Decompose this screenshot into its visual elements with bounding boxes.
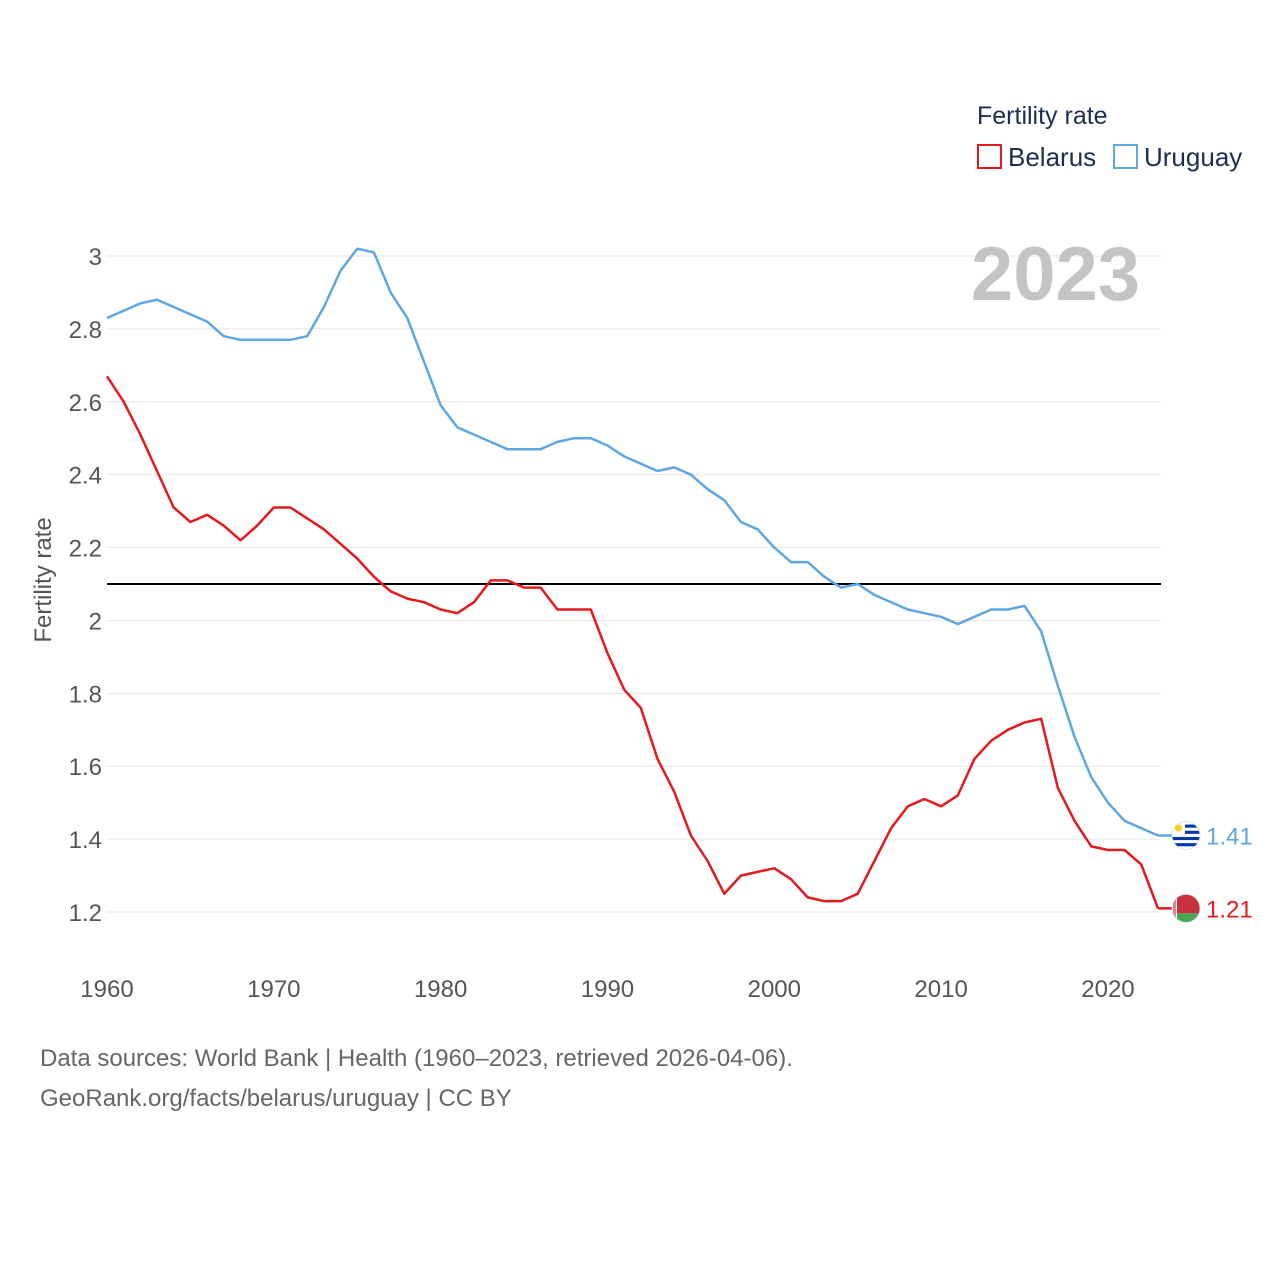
uruguay-flag-icon <box>1171 821 1201 850</box>
series-layer <box>105 247 1160 909</box>
y-tick-label: 2.4 <box>69 463 102 490</box>
x-tick-label: 2010 <box>914 976 967 1003</box>
legend-swatch-belarus <box>977 144 1002 169</box>
data-source-note: Data sources: World Bank | Health (1960–… <box>40 1045 793 1072</box>
y-tick-label: 2 <box>89 608 102 635</box>
year-watermark: 2023 <box>971 232 1140 317</box>
end-value-label-uruguay: 1.41 <box>1206 823 1253 850</box>
x-tick-label: 1960 <box>80 976 133 1003</box>
y-tick-label: 1.8 <box>69 681 102 708</box>
y-tick-label: 2.8 <box>69 317 102 344</box>
x-tick-label: 2020 <box>1081 976 1134 1003</box>
y-axis-label: Fertility rate <box>30 517 57 642</box>
end-value-label-belarus: 1.21 <box>1206 896 1253 923</box>
x-tick-label: 1980 <box>414 976 467 1003</box>
credit-link[interactable]: GeoRank.org/facts/belarus/uruguay | CC B… <box>40 1085 512 1112</box>
legend-item-belarus[interactable]: Belarus <box>977 142 1096 172</box>
y-tick-label: 1.2 <box>69 900 102 927</box>
series-line-uruguay <box>106 247 1159 837</box>
legend-title: Fertility rate <box>977 102 1108 130</box>
y-tick-label: 1.4 <box>69 827 102 854</box>
y-axis: 1.2 1.4 1.6 1.8 2 2.2 2.4 2.6 2.8 3 <box>69 244 102 927</box>
x-tick-label: 1970 <box>247 976 300 1003</box>
x-tick-label: 2000 <box>748 976 801 1003</box>
grid-layer <box>107 255 1161 913</box>
legend: Fertility rate Belarus Uruguay <box>977 102 1242 172</box>
y-tick-label: 1.6 <box>69 754 102 781</box>
series-line-belarus <box>105 375 1160 909</box>
legend-label-belarus: Belarus <box>1008 142 1096 172</box>
legend-swatch-uruguay <box>1113 144 1138 169</box>
y-tick-label: 3 <box>89 244 102 271</box>
y-tick-label: 2.6 <box>69 390 102 417</box>
belarus-flag-icon <box>1171 893 1201 923</box>
end-labels-layer: 1.21 1.41 <box>1158 821 1253 923</box>
legend-item-uruguay[interactable]: Uruguay <box>1113 142 1242 172</box>
y-tick-label: 2.2 <box>69 536 102 563</box>
x-tick-label: 1990 <box>581 976 634 1003</box>
x-axis: 1960 1970 1980 1990 2000 2010 2020 <box>80 976 1134 1003</box>
legend-label-uruguay: Uruguay <box>1144 142 1242 172</box>
